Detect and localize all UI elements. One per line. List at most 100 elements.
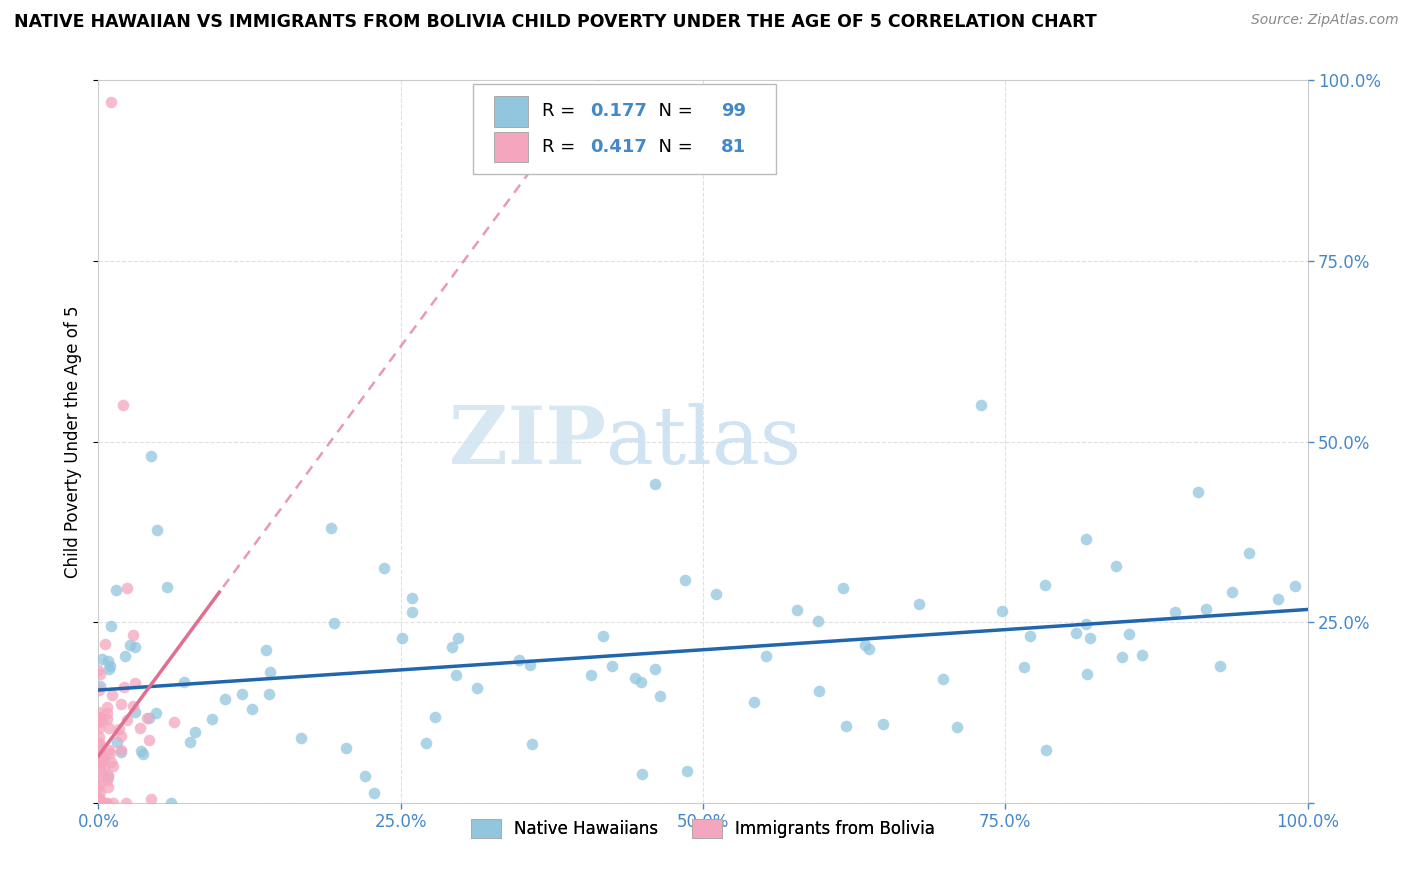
Point: [91, 796, 114, 810]
Legend: Native Hawaiians, Immigrants from Bolivia: Native Hawaiians, Immigrants from Bolivi…: [464, 813, 942, 845]
Point: [98, 659, 121, 673]
Point: [111, 398, 134, 412]
Point: [630, 767, 652, 781]
Point: [1076, 667, 1098, 681]
Point: [94, 796, 117, 810]
Point: [105, 582, 128, 597]
Point: [1078, 631, 1101, 645]
Point: [98, 662, 121, 676]
Text: N =: N =: [647, 103, 699, 120]
Point: [97, 743, 120, 757]
Point: [115, 713, 138, 727]
Text: R =: R =: [543, 137, 581, 156]
Point: [93, 760, 115, 774]
Point: [114, 649, 136, 664]
Point: [650, 689, 672, 703]
Point: [259, 665, 281, 680]
Point: [240, 702, 263, 716]
Point: [101, 688, 124, 702]
Point: [89, 666, 111, 681]
FancyBboxPatch shape: [494, 96, 527, 127]
Point: [91, 796, 114, 810]
Point: [129, 744, 152, 758]
Point: [138, 711, 160, 725]
Point: [835, 719, 858, 733]
Point: [90, 796, 112, 810]
Point: [853, 638, 876, 652]
Point: [832, 582, 855, 596]
Point: [465, 681, 488, 696]
Point: [231, 687, 253, 701]
Text: N =: N =: [647, 137, 699, 156]
Point: [444, 667, 467, 681]
Point: [87, 792, 110, 806]
Point: [93, 796, 115, 810]
Point: [112, 680, 135, 694]
Point: [214, 692, 236, 706]
Point: [87, 781, 110, 796]
Point: [146, 523, 169, 537]
Point: [1267, 591, 1289, 606]
Point: [391, 632, 413, 646]
Point: [91, 796, 114, 810]
Point: [644, 662, 666, 676]
Point: [138, 733, 160, 747]
Point: [93, 637, 115, 651]
Point: [139, 792, 162, 806]
Point: [87, 796, 110, 810]
Point: [89, 709, 111, 723]
Point: [97, 654, 120, 668]
Point: [441, 640, 464, 655]
Point: [630, 675, 652, 690]
Point: [87, 736, 110, 750]
Point: [93, 796, 115, 810]
Point: [110, 745, 132, 759]
Point: [1035, 743, 1057, 757]
Point: [991, 604, 1014, 618]
Point: [89, 679, 111, 693]
Point: [156, 581, 179, 595]
Point: [87, 663, 110, 677]
Point: [91, 796, 114, 810]
Point: [91, 796, 114, 810]
Point: [90, 651, 112, 665]
Point: [907, 597, 929, 611]
Point: [117, 581, 139, 595]
Point: [644, 477, 666, 491]
Point: [96, 796, 118, 810]
Point: [96, 700, 118, 714]
Point: [522, 737, 544, 751]
Point: [91, 766, 114, 780]
Point: [100, 755, 122, 769]
Point: [89, 785, 111, 799]
FancyBboxPatch shape: [474, 84, 776, 174]
Point: [96, 706, 118, 720]
Point: [755, 648, 778, 663]
Text: 81: 81: [721, 137, 747, 156]
Point: [163, 715, 186, 730]
Point: [1035, 578, 1057, 592]
Point: [115, 796, 138, 810]
Point: [353, 769, 375, 783]
Point: [97, 770, 120, 784]
Point: [1164, 605, 1187, 619]
Point: [98, 746, 121, 760]
Text: 99: 99: [721, 103, 747, 120]
FancyBboxPatch shape: [494, 132, 527, 162]
Point: [110, 729, 132, 743]
Point: [89, 738, 111, 752]
Y-axis label: Child Poverty Under the Age of 5: Child Poverty Under the Age of 5: [65, 305, 83, 578]
Point: [110, 743, 132, 757]
Point: [1187, 485, 1209, 500]
Point: [807, 615, 830, 629]
Point: [786, 603, 808, 617]
Point: [87, 752, 110, 766]
Point: [401, 605, 423, 619]
Point: [91, 796, 114, 810]
Point: [87, 730, 110, 744]
Point: [87, 738, 110, 752]
Point: [1019, 629, 1042, 643]
Point: [128, 721, 150, 735]
Point: [1195, 602, 1218, 616]
Point: [363, 786, 385, 800]
